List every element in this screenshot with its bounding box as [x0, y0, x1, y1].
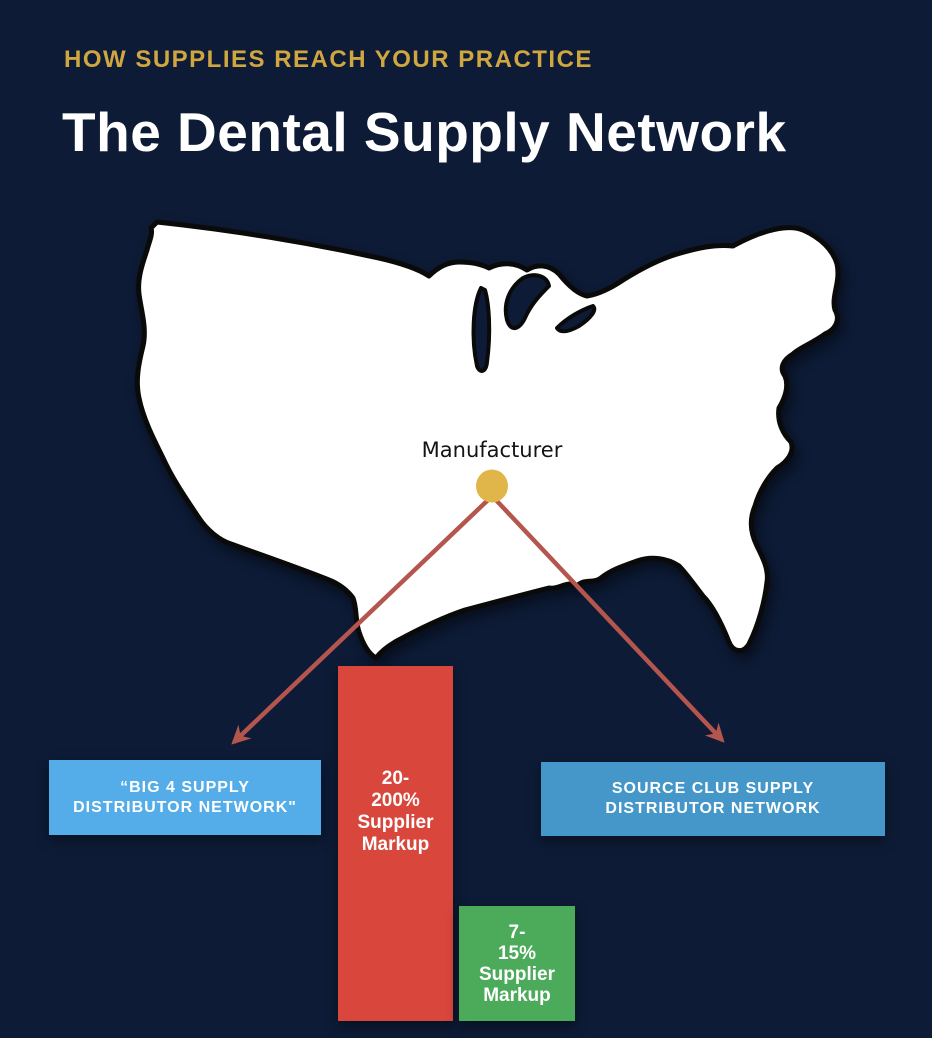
lake-michigan-icon [471, 286, 492, 373]
source-club-distributor-box: SOURCE CLUB SUPPLY DISTRIBUTOR NETWORK [541, 762, 885, 836]
big4-markup-line1: 20- [381, 768, 410, 789]
source-club-markup-line3: Supplier [478, 963, 555, 985]
kicker-heading: HOW SUPPLIES REACH YOUR PRACTICE [64, 46, 593, 73]
big4-markup-line2: 200% [371, 790, 420, 811]
page-title: The Dental Supply Network [62, 101, 787, 163]
big4-box-line2: DISTRIBUTOR NETWORK" [73, 798, 297, 816]
big4-markup-bar: 20- 200% Supplier Markup [338, 666, 453, 1021]
lake-erie-icon [555, 304, 597, 334]
big4-markup-line3: Supplier [357, 812, 434, 833]
source-club-markup-line1: 7- [508, 921, 526, 943]
source-club-markup-box: 7- 15% Supplier Markup [459, 906, 575, 1021]
us-map-svg [134, 219, 841, 661]
source-club-box-line2: DISTRIBUTOR NETWORK [605, 800, 821, 817]
source-club-markup-line2: 15% [497, 942, 537, 964]
manufacturer-label: Manufacturer [421, 438, 563, 462]
us-map [128, 200, 850, 670]
big4-box-line1: “BIG 4 SUPPLY [120, 778, 250, 796]
big4-distributor-box: “BIG 4 SUPPLY DISTRIBUTOR NETWORK" [49, 760, 321, 835]
big4-markup-line4: Markup [361, 834, 430, 855]
source-club-markup-line4: Markup [483, 984, 551, 1006]
source-club-box-line1: SOURCE CLUB SUPPLY [611, 780, 815, 797]
lake-huron-icon [503, 273, 551, 330]
